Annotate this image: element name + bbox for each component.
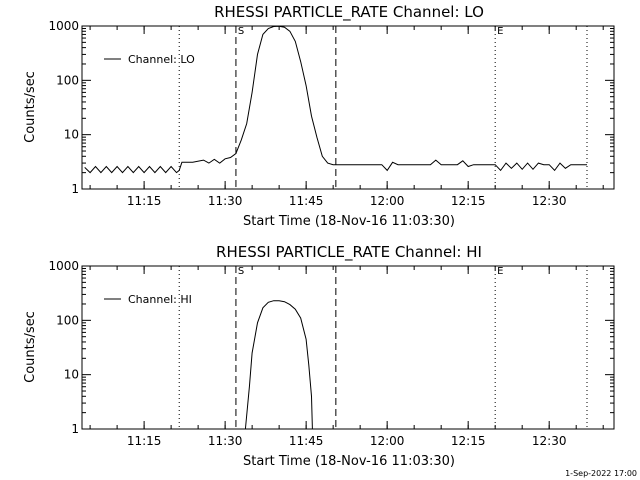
x-tick-label: 12:15	[451, 434, 486, 448]
y-axis-label-lo: Counts/sec	[23, 71, 38, 143]
x-tick-label: 12:00	[370, 194, 405, 208]
y-tick-label: 1	[71, 182, 79, 196]
y-axis-lo: 1 10 100 1000	[48, 19, 614, 196]
plot-frame-hi	[81, 265, 615, 430]
marker-label: E	[497, 26, 503, 37]
marker-label: S	[238, 26, 244, 37]
y-axis-hi: 1 10 100 1000	[48, 259, 614, 436]
y-tick-label: 10	[64, 128, 79, 142]
plot-frame-lo	[81, 25, 615, 190]
series-line-hi	[244, 300, 313, 430]
x-axis-lo: 11:15 11:30 11:45 12:00 12:15 12:30	[89, 26, 604, 208]
x-tick-label: 11:30	[208, 434, 243, 448]
x-axis-label-hi: Start Time (18-Nov-16 11:03:30)	[243, 454, 455, 469]
x-axis-label-lo: Start Time (18-Nov-16 11:03:30)	[243, 214, 455, 229]
x-tick-label: 12:00	[370, 434, 405, 448]
series-line-lo	[84, 25, 587, 174]
y-tick-label: 100	[56, 313, 79, 327]
marker-label: S	[238, 266, 244, 277]
x-tick-label: 11:30	[208, 194, 243, 208]
legend-label-hi: Channel: HI	[128, 293, 192, 306]
y-tick-label: 1000	[48, 19, 79, 33]
y-tick-label: 100	[56, 73, 79, 87]
panel-hi: RHESSI PARTICLE_RATE Channel: HI 1101001…	[23, 243, 615, 469]
y-axis-label-hi: Counts/sec	[23, 311, 38, 383]
y-tick-label: 1	[71, 422, 79, 436]
x-tick-label: 11:45	[289, 194, 324, 208]
y-tick-label: 1000	[48, 259, 79, 273]
x-tick-label: 12:30	[532, 434, 567, 448]
generated-timestamp: 1-Sep-2022 17:00	[565, 469, 637, 478]
x-tick-label: 12:30	[532, 194, 567, 208]
legend-label-lo: Channel: LO	[128, 53, 195, 66]
x-tick-label: 11:15	[127, 194, 162, 208]
y-tick-label: 10	[64, 368, 79, 382]
chart-title-hi: RHESSI PARTICLE_RATE Channel: HI	[216, 243, 482, 262]
marker-label: E	[497, 266, 503, 277]
chart-title-lo: RHESSI PARTICLE_RATE Channel: LO	[214, 3, 484, 22]
x-axis-hi: 11:15 11:30 11:45 12:00 12:15 12:30	[89, 266, 604, 448]
x-tick-label: 11:15	[127, 434, 162, 448]
panel-lo: RHESSI PARTICLE_RATE Channel: LO 1101001…	[23, 3, 615, 229]
x-tick-label: 11:45	[289, 434, 324, 448]
x-tick-label: 12:15	[451, 194, 486, 208]
